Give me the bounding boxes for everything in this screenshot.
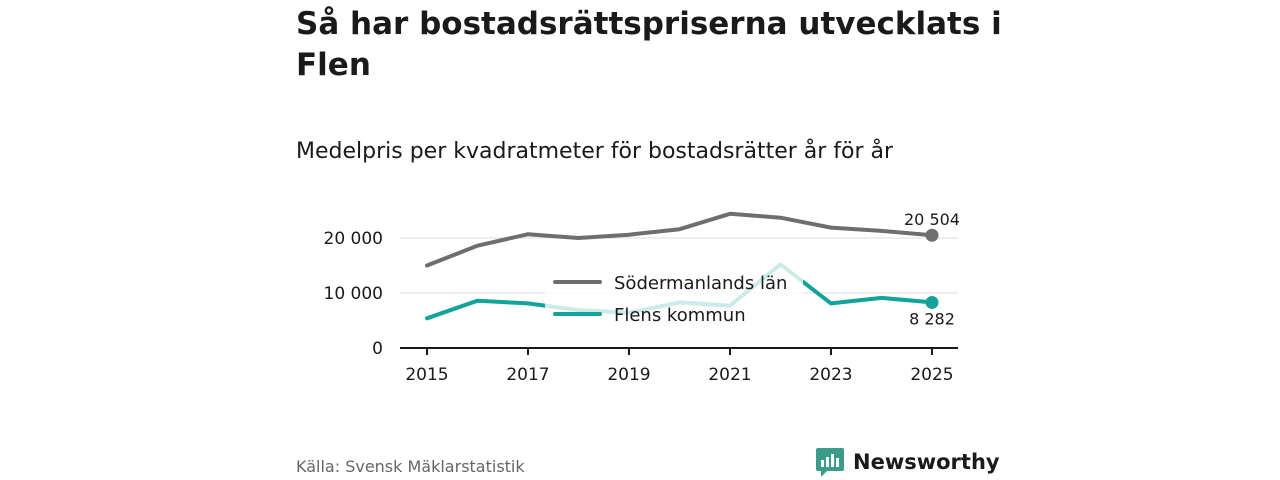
end-value-label: 20 504 (904, 210, 960, 229)
legend: Södermanlands län Flens kommun (545, 260, 803, 334)
chart-subtitle: Medelpris per kvadratmeter för bostadsrä… (296, 139, 894, 164)
line-chart: 0 10 000 20 000 2015 2017 2019 2021 2023 2025 Sö… (324, 210, 960, 385)
x-tick-label: 2017 (506, 365, 549, 385)
series-line-sodermanlands-lan (425, 211, 934, 268)
x-tick-label: 2023 (809, 365, 852, 385)
x-tick-label: 2019 (607, 365, 650, 385)
chart-title: Så har bostadsrättspriserna utvecklats i… (296, 6, 1002, 83)
x-tick-label: 2021 (708, 365, 751, 385)
x-tick-label: 2025 (910, 365, 953, 385)
x-tick-label: 2015 (405, 365, 448, 385)
axes: 0 10 000 20 000 2015 2017 2019 2021 2023 2025 (324, 229, 958, 385)
data-labels: 20 504 8 282 (904, 210, 960, 328)
source-note: Källa: Svensk Mäklarstatistik (296, 457, 525, 476)
legend-label: Södermanlands län (614, 273, 787, 294)
brand-name: Newsworthy (853, 450, 1000, 474)
legend-background (545, 260, 803, 334)
newsworthy-logo-icon (816, 448, 844, 477)
y-tick-label: 0 (372, 339, 383, 359)
series-endpoint (925, 228, 939, 242)
y-tick-label: 10 000 (324, 284, 383, 304)
brand-logo[interactable]: Newsworthy (815, 446, 1000, 478)
y-tick-label: 20 000 (324, 229, 383, 249)
end-value-label: 8 282 (909, 309, 955, 328)
series-endpoint (925, 295, 939, 309)
legend-label: Flens kommun (614, 305, 746, 326)
